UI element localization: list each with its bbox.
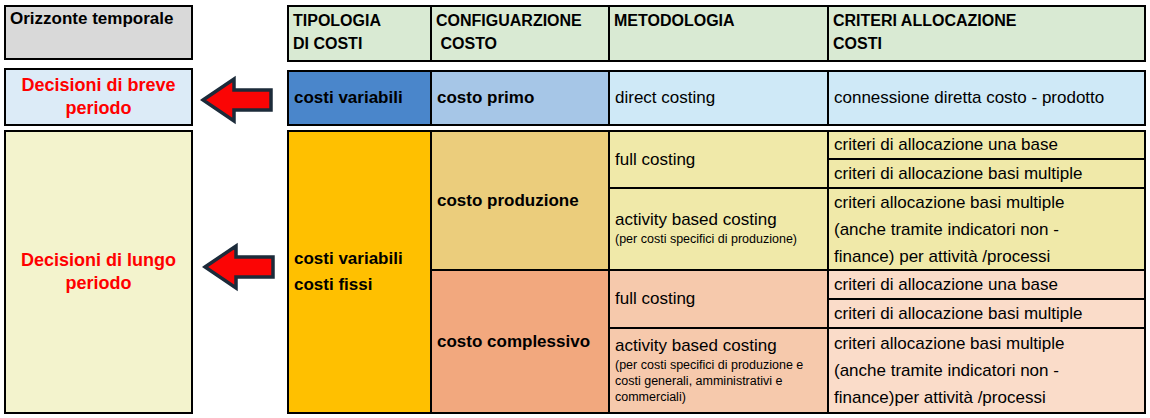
cell-costo-complessivo: costo complessivo — [432, 271, 610, 412]
left-arrow-icon — [202, 241, 276, 293]
criteria-complessivo-una-base: criteri di allocazione una base — [829, 271, 1144, 300]
cell-costo-produzione: costo produzione — [432, 132, 610, 271]
left-arrow-icon — [200, 74, 274, 126]
cell-full-costing-complessivo: full costing — [610, 271, 829, 329]
header-criteri-allocazione-costi: CRITERI ALLOCAZIONE COSTI — [829, 7, 1144, 60]
cell-connessione-diretta: connessione diretta costo - prodotto — [829, 72, 1144, 124]
cell-costi-variabili-fissi: costi variabili costi fissi — [289, 132, 432, 412]
cell-direct-costing: direct costing — [610, 72, 829, 124]
cell-full-costing-produzione: full costing — [610, 132, 829, 189]
header-tipologia-di-costi: TIPOLOGIA DI COSTI — [289, 7, 432, 60]
orizzonte-temporale-header: Orizzonte temporale — [4, 5, 193, 60]
abc-complessivo-note: (per costi specifici di produzione e cos… — [615, 357, 822, 406]
cell-abc-complessivo: activity based costing (per costi specif… — [610, 329, 829, 412]
criteria-produzione-una-base: criteri di allocazione una base — [829, 132, 1144, 160]
table-header-row: TIPOLOGIA DI COSTI CONFIGUARZIONE COSTO … — [287, 5, 1146, 62]
header-configuarzione-costo: CONFIGUARZIONE COSTO — [432, 7, 610, 60]
cost-typology-diagram: Orizzonte temporale Decisioni di breve p… — [0, 0, 1150, 418]
criteria-complessivo-abc: criteri allocazione basi multiple (anche… — [829, 329, 1144, 412]
cell-costo-primo: costo primo — [432, 72, 610, 124]
header-metodologia: METODOLOGIA — [610, 7, 829, 60]
costi-variabili-row: costi variabili costo primo direct costi… — [287, 70, 1146, 126]
criteria-produzione-abc: criteri allocazione basi multiple (anche… — [829, 189, 1144, 271]
abc-produzione-note: (per costi specifici di produzione) — [615, 231, 822, 247]
cell-abc-produzione: activity based costing (per costi specif… — [610, 189, 829, 271]
table-body: costi variabili costi fissi costo produz… — [287, 130, 1146, 414]
criteria-produzione-basi-multiple: criteri di allocazione basi multiple — [829, 160, 1144, 189]
abc-complessivo-label: activity based costing — [615, 336, 822, 356]
criteria-complessivo-basi-multiple: criteri di allocazione basi multiple — [829, 300, 1144, 329]
abc-produzione-label: activity based costing — [615, 210, 822, 230]
decisioni-lungo-periodo-box: Decisioni di lungo periodo — [4, 130, 193, 414]
cell-costi-variabili: costi variabili — [289, 72, 432, 124]
decisioni-breve-periodo-box: Decisioni di breve periodo — [4, 68, 193, 126]
